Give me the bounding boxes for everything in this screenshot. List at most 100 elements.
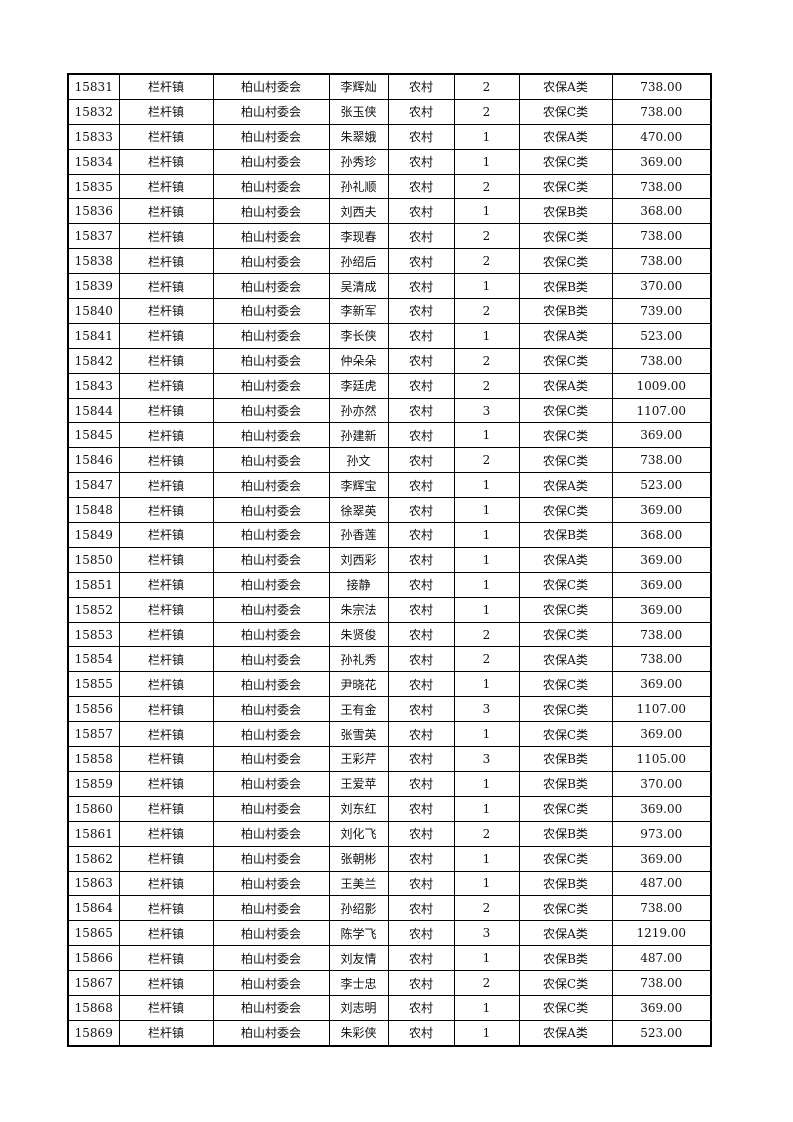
household-count-cell: 1 — [453, 198, 520, 225]
id-cell: 15843 — [67, 372, 120, 399]
committee-cell: 柏山村委会 — [212, 522, 330, 548]
committee-cell: 柏山村委会 — [212, 945, 330, 972]
committee-cell: 柏山村委会 — [212, 447, 330, 474]
committee-cell: 柏山村委会 — [212, 1019, 330, 1047]
amount-cell: 738.00 — [611, 223, 712, 250]
id-cell: 15838 — [67, 248, 120, 275]
category-cell: 农保C类 — [518, 422, 613, 449]
table-row: 15855 栏杆镇 柏山村委会 尹晓花 农村 1 农保C类 369.00 — [67, 671, 712, 698]
id-cell: 15864 — [67, 895, 120, 922]
name-cell: 孙香莲 — [328, 522, 389, 548]
town-cell: 栏杆镇 — [118, 248, 214, 275]
amount-cell: 368.00 — [611, 198, 712, 225]
committee-cell: 柏山村委会 — [212, 173, 330, 200]
area-type-cell: 农村 — [387, 945, 455, 972]
amount-cell: 1219.00 — [611, 920, 712, 947]
town-cell: 栏杆镇 — [118, 646, 214, 673]
town-cell: 栏杆镇 — [118, 920, 214, 947]
committee-cell: 柏山村委会 — [212, 721, 330, 748]
id-cell: 15837 — [67, 223, 120, 250]
town-cell: 栏杆镇 — [118, 347, 214, 374]
category-cell: 农保C类 — [518, 696, 613, 723]
town-cell: 栏杆镇 — [118, 845, 214, 872]
name-cell: 朱贤俊 — [328, 621, 389, 648]
town-cell: 栏杆镇 — [118, 73, 214, 100]
town-cell: 栏杆镇 — [118, 895, 214, 922]
id-cell: 15839 — [67, 273, 120, 300]
town-cell: 栏杆镇 — [118, 870, 214, 897]
amount-cell: 368.00 — [611, 522, 712, 548]
table-row: 15839 栏杆镇 柏山村委会 吴清成 农村 1 农保B类 370.00 — [67, 273, 712, 300]
household-count-cell: 2 — [453, 223, 520, 250]
committee-cell: 柏山村委会 — [212, 123, 330, 150]
name-cell: 朱翠娥 — [328, 123, 389, 150]
area-type-cell: 农村 — [387, 820, 455, 847]
name-cell: 王有金 — [328, 696, 389, 723]
table-row: 15856 栏杆镇 柏山村委会 王有金 农村 3 农保C类 1107.00 — [67, 696, 712, 723]
table-body: 15831 栏杆镇 柏山村委会 李辉灿 农村 2 农保A类 738.00 15832 栏杆镇 柏山村… — [67, 73, 712, 1047]
table-row: 15854 栏杆镇 柏山村委会 孙礼秀 农村 2 农保A类 738.00 — [67, 646, 712, 673]
table-row: 15831 栏杆镇 柏山村委会 李辉灿 农村 2 农保A类 738.00 — [67, 73, 712, 100]
name-cell: 孙礼秀 — [328, 646, 389, 673]
area-type-cell: 农村 — [387, 198, 455, 225]
category-cell: 农保C类 — [518, 148, 613, 175]
committee-cell: 柏山村委会 — [212, 770, 330, 797]
category-cell: 农保C类 — [518, 895, 613, 922]
table-row: 15849 栏杆镇 柏山村委会 孙香莲 农村 1 农保B类 368.00 — [67, 522, 712, 548]
committee-cell: 柏山村委会 — [212, 198, 330, 225]
household-count-cell: 1 — [453, 994, 520, 1021]
committee-cell: 柏山村委会 — [212, 73, 330, 100]
household-count-cell: 1 — [453, 1019, 520, 1047]
table-row: 15860 栏杆镇 柏山村委会 刘东红 农村 1 农保C类 369.00 — [67, 795, 712, 822]
household-count-cell: 2 — [453, 372, 520, 399]
town-cell: 栏杆镇 — [118, 273, 214, 300]
id-cell: 15859 — [67, 770, 120, 797]
household-count-cell: 2 — [453, 646, 520, 673]
town-cell: 栏杆镇 — [118, 820, 214, 847]
category-cell: 农保A类 — [518, 646, 613, 673]
id-cell: 15847 — [67, 472, 120, 499]
amount-cell: 369.00 — [611, 546, 712, 573]
town-cell: 栏杆镇 — [118, 970, 214, 996]
category-cell: 农保C类 — [518, 571, 613, 598]
id-cell: 15833 — [67, 123, 120, 150]
category-cell: 农保C类 — [518, 596, 613, 623]
name-cell: 刘友情 — [328, 945, 389, 972]
household-count-cell: 2 — [453, 970, 520, 996]
household-count-cell: 1 — [453, 671, 520, 698]
category-cell: 农保A类 — [518, 546, 613, 573]
town-cell: 栏杆镇 — [118, 621, 214, 648]
household-count-cell: 2 — [453, 621, 520, 648]
household-count-cell: 1 — [453, 472, 520, 499]
name-cell: 李新军 — [328, 298, 389, 324]
data-table: 15831 栏杆镇 柏山村委会 李辉灿 农村 2 农保A类 738.00 15832 栏杆镇 柏山村… — [67, 73, 712, 1047]
committee-cell: 柏山村委会 — [212, 298, 330, 324]
area-type-cell: 农村 — [387, 571, 455, 598]
area-type-cell: 农村 — [387, 372, 455, 399]
name-cell: 刘西彩 — [328, 546, 389, 573]
id-cell: 15861 — [67, 820, 120, 847]
table-row: 15867 栏杆镇 柏山村委会 李士忠 农村 2 农保C类 738.00 — [67, 970, 712, 996]
amount-cell: 523.00 — [611, 1019, 712, 1047]
category-cell: 农保A类 — [518, 73, 613, 100]
town-cell: 栏杆镇 — [118, 148, 214, 175]
area-type-cell: 农村 — [387, 696, 455, 723]
name-cell: 刘西夫 — [328, 198, 389, 225]
household-count-cell: 2 — [453, 820, 520, 847]
area-type-cell: 农村 — [387, 447, 455, 474]
id-cell: 15856 — [67, 696, 120, 723]
category-cell: 农保C类 — [518, 397, 613, 424]
town-cell: 栏杆镇 — [118, 198, 214, 225]
category-cell: 农保C类 — [518, 795, 613, 822]
id-cell: 15868 — [67, 994, 120, 1021]
committee-cell: 柏山村委会 — [212, 546, 330, 573]
town-cell: 栏杆镇 — [118, 223, 214, 250]
amount-cell: 487.00 — [611, 945, 712, 972]
household-count-cell: 1 — [453, 497, 520, 524]
committee-cell: 柏山村委会 — [212, 696, 330, 723]
household-count-cell: 2 — [453, 298, 520, 324]
area-type-cell: 农村 — [387, 347, 455, 374]
table-row: 15863 栏杆镇 柏山村委会 王美兰 农村 1 农保B类 487.00 — [67, 870, 712, 897]
town-cell: 栏杆镇 — [118, 746, 214, 772]
category-cell: 农保A类 — [518, 1019, 613, 1047]
